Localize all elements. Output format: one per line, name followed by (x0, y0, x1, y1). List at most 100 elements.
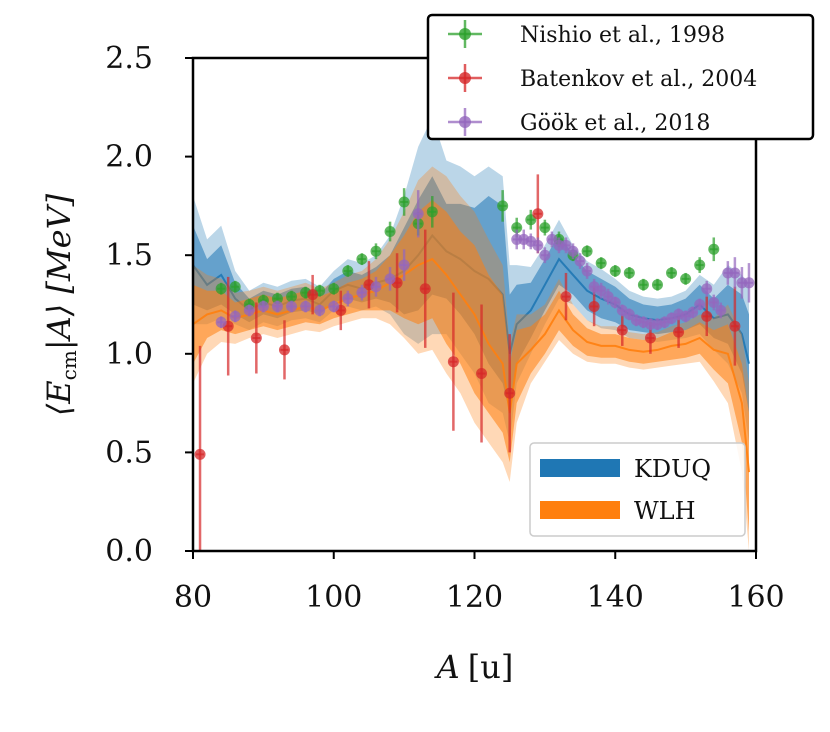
x-axis-label: A [u] (434, 648, 514, 686)
nishio-point (539, 222, 551, 234)
batenkov-point (194, 448, 206, 460)
nishio-point (708, 243, 720, 255)
gook-point (609, 297, 621, 309)
batenkov-point (504, 387, 516, 399)
legend-label: Nishio et al., 1998 (520, 23, 725, 48)
legend-entry-gook: Göök et al., 2018 (448, 108, 710, 136)
legend-label: KDUQ (634, 455, 711, 483)
nishio-point (229, 281, 241, 293)
legend-entry-wlh: WLH (540, 497, 696, 525)
batenkov-point (644, 332, 656, 344)
batenkov-point (476, 368, 488, 380)
gook-point (567, 245, 579, 257)
gook-point (286, 300, 298, 312)
x-tick-label: 140 (587, 580, 644, 615)
gook-point (574, 255, 586, 267)
gook-point (694, 299, 706, 310)
gook-point (328, 300, 340, 312)
x-tick-label: 80 (174, 580, 212, 615)
legend-label: Batenkov et al., 2004 (520, 67, 757, 92)
batenkov-point (616, 324, 628, 336)
gook-point (532, 239, 544, 251)
batenkov-point (729, 320, 741, 332)
y-tick-label: 2.0 (105, 140, 153, 175)
gook-point (300, 300, 312, 312)
gook-point (581, 265, 593, 277)
gook-point (743, 277, 755, 289)
gook-point (412, 208, 424, 220)
gook-point (701, 283, 713, 295)
legend-swatch (540, 501, 620, 519)
legend-marker (459, 28, 471, 40)
gook-point (314, 304, 326, 316)
nishio-point (651, 279, 663, 291)
nishio-point (426, 206, 438, 218)
batenkov-point (447, 356, 459, 368)
batenkov-point (419, 283, 431, 295)
x-tick-label: 160 (727, 580, 784, 615)
legend-points: Nishio et al., 1998 Batenkov et al., 2004… (426, 13, 815, 141)
y-tick-label: 1.0 (105, 337, 153, 372)
batenkov-point (532, 208, 544, 220)
nishio-point (286, 291, 298, 303)
batenkov-point (701, 310, 713, 322)
gook-series (215, 190, 755, 331)
gook-point (384, 273, 396, 285)
gook-point (243, 304, 255, 316)
nishio-point (215, 283, 227, 295)
gook-point (342, 293, 354, 305)
gook-point (539, 249, 551, 261)
nishio-point (595, 257, 607, 269)
legend-entry-kduq: KDUQ (540, 455, 711, 483)
batenkov-point (278, 344, 290, 356)
x-tick-label: 100 (305, 580, 362, 615)
batenkov-point (673, 326, 685, 338)
y-axis-label: ⟨Ecm|A⟩ [MeV] (40, 193, 81, 416)
nishio-point (609, 265, 621, 277)
nishio-point (623, 267, 635, 279)
legend-swatch (540, 459, 620, 477)
batenkov-point (588, 300, 600, 312)
nishio-point (694, 259, 706, 271)
y-tick-label: 0.0 (105, 534, 153, 569)
y-tick-label: 2.5 (105, 41, 153, 76)
gook-point (257, 300, 269, 312)
gook-point (271, 300, 283, 312)
nishio-point (497, 200, 509, 212)
batenkov-series (194, 174, 741, 551)
gook-point (715, 304, 727, 316)
batenkov-point (560, 291, 572, 303)
legend-label: WLH (634, 497, 696, 525)
legend-bands: KDUQ WLH (529, 442, 746, 537)
nishio-point (581, 245, 593, 257)
gook-point (708, 297, 720, 309)
nishio-point (370, 245, 382, 257)
batenkov-point (250, 332, 262, 344)
legend-entry-nishio: Nishio et al., 1998 (448, 20, 725, 48)
y-tick-label: 1.5 (105, 238, 153, 273)
gook-point (687, 306, 699, 318)
nishio-point (680, 273, 692, 285)
nishio-point (511, 222, 523, 234)
nishio-point (271, 293, 283, 305)
x-tick-label: 120 (446, 580, 503, 615)
legend-entry-batenkov: Batenkov et al., 2004 (448, 64, 757, 92)
legend-marker (459, 72, 471, 84)
ticks: 80 100 120 140 160 0.0 0.5 1.0 1.5 2.0 2.5 (105, 41, 784, 615)
legend-marker (459, 116, 471, 128)
legend-points-box (426, 13, 815, 141)
data-points (194, 174, 755, 551)
y-tick-label: 0.5 (105, 435, 153, 470)
nishio-point (356, 253, 368, 265)
legend-label: Göök et al., 2018 (520, 111, 710, 136)
nishio-point (384, 226, 396, 238)
nishio-point (637, 279, 649, 291)
nishio-point (666, 267, 678, 279)
gook-point (356, 287, 368, 299)
gook-point (370, 281, 382, 293)
gook-point (729, 267, 741, 279)
wlh-inner-band (193, 200, 749, 532)
gook-point (229, 310, 241, 322)
nishio-point (342, 265, 354, 277)
